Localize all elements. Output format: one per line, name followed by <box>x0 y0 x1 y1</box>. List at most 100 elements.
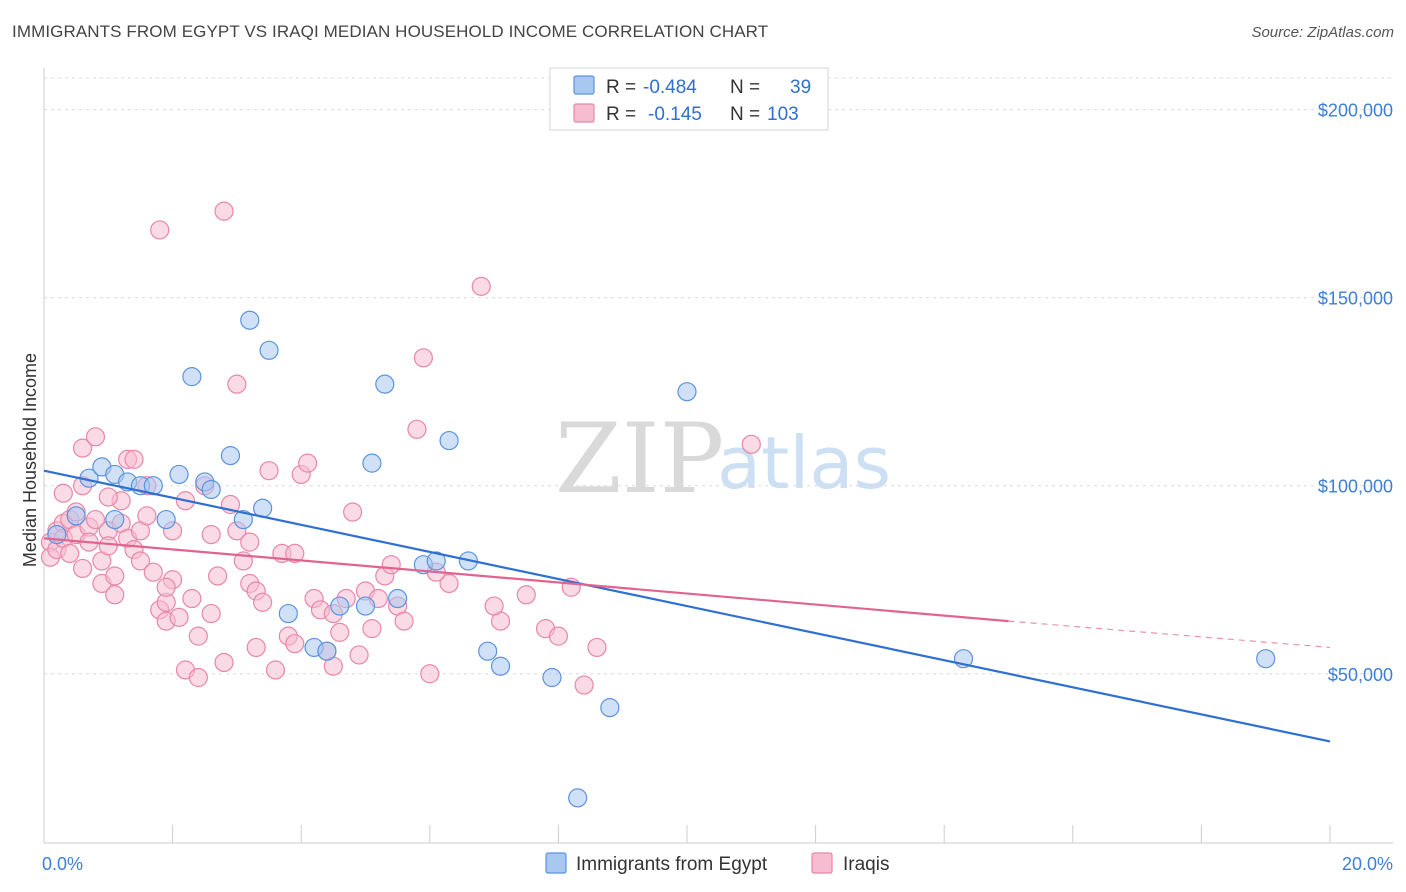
iraqi-point <box>227 374 247 394</box>
iraqi-point <box>143 562 163 582</box>
y-tick-label: $50,000 <box>1328 665 1393 685</box>
egypt-point <box>568 788 588 808</box>
egypt-point <box>278 603 298 624</box>
iraqi-point <box>201 524 221 545</box>
iraqi-point <box>259 461 279 481</box>
legend-n-value-iraqi: 103 <box>767 104 799 125</box>
egypt-point <box>388 588 408 609</box>
iraqi-point <box>98 536 118 556</box>
iraqi-point <box>420 664 440 684</box>
iraqi-point <box>548 626 569 646</box>
iraqi-point <box>137 506 157 526</box>
iraqi-point <box>105 585 125 605</box>
y-tick-label: $200,000 <box>1318 101 1393 121</box>
egypt-point <box>362 453 382 473</box>
watermark-atlas: atlas <box>717 421 891 505</box>
egypt-point <box>490 656 511 676</box>
trend-lines <box>43 469 1331 743</box>
iraqi-point <box>574 675 594 695</box>
watermark: ZIP atlas <box>555 403 891 515</box>
egypt-point <box>426 551 446 571</box>
iraqi-point <box>85 427 106 447</box>
legend-r-value-egypt: -0.484 <box>643 77 697 98</box>
iraqi-point <box>188 626 208 646</box>
legend-swatch-iraqi <box>573 103 595 123</box>
iraqi-point <box>330 622 350 642</box>
iraqi-point <box>362 619 382 639</box>
iraqi-point <box>188 667 208 688</box>
egypt-point <box>105 509 125 530</box>
egypt-point <box>677 382 697 402</box>
iraqi-point <box>587 637 607 658</box>
egypt-point <box>600 698 620 718</box>
x-tick-label-max: 20.0% <box>1342 854 1393 874</box>
iraqi-point <box>240 532 260 552</box>
iraqi-point <box>471 276 491 296</box>
egypt-trend-line <box>43 469 1331 743</box>
bottom-legend-swatch-egypt <box>545 852 567 874</box>
egypt-point <box>156 509 176 530</box>
iraqi-point <box>124 449 144 469</box>
egypt-point <box>317 641 337 661</box>
legend-swatch-egypt <box>573 75 595 95</box>
iraqi-point <box>413 348 433 368</box>
y-tick-label: $150,000 <box>1318 289 1393 309</box>
iraqi-point <box>439 573 459 594</box>
bottom-legend: Immigrants from Egypt Iraqis <box>545 852 889 875</box>
bottom-legend-label-egypt: Immigrants from Egypt <box>576 854 768 875</box>
egypt-point <box>201 479 221 500</box>
egypt-point <box>182 367 202 387</box>
legend-r-value-iraqi: -0.145 <box>648 104 702 125</box>
iraqi-point <box>208 566 228 586</box>
egypt-point <box>1256 649 1276 669</box>
y-tick-label: $100,000 <box>1318 477 1393 497</box>
legend-n-value-egypt: 39 <box>790 77 811 98</box>
egypt-point <box>478 641 498 661</box>
legend-n-label-egypt: N = <box>730 77 760 98</box>
iraqi-point <box>150 220 170 240</box>
iraqi-point <box>214 201 234 221</box>
legend-n-label-iraqi: N = <box>730 104 760 125</box>
egypt-point <box>240 310 260 330</box>
egypt-point <box>169 464 189 485</box>
iraqi-trend-line-extension <box>1008 620 1331 649</box>
chart-title: IMMIGRANTS FROM EGYPT VS IRAQI MEDIAN HO… <box>12 22 769 41</box>
iraqi-point <box>105 566 125 586</box>
iraqi-point <box>265 660 286 680</box>
egypt-point <box>233 509 253 530</box>
egypt-point <box>439 430 459 451</box>
watermark-zip: ZIP <box>555 403 724 515</box>
iraqi-point <box>214 652 234 673</box>
iraqi-point <box>246 637 266 658</box>
legend-r-label-egypt: R = <box>606 77 636 98</box>
iraqi-point <box>285 634 305 654</box>
iraqi-point <box>285 543 305 564</box>
bottom-legend-label-iraqi: Iraqis <box>843 854 889 875</box>
axes <box>43 68 1393 844</box>
iraqi-point <box>130 551 151 571</box>
source-label: Source: ZipAtlas.com <box>1251 24 1394 41</box>
iraqi-point <box>343 502 363 522</box>
egypt-point <box>259 340 279 360</box>
iraqi-point <box>349 645 369 665</box>
x-tick-labels: 0.0% 20.0% <box>42 854 1393 874</box>
iraqi-point <box>169 607 189 627</box>
iraqi-point <box>381 555 401 575</box>
legend: R = -0.484 N = 39 R = -0.145 N = 103 <box>549 67 829 131</box>
iraqi-point <box>182 588 202 609</box>
legend-box <box>549 67 829 131</box>
iraqi-point <box>85 509 106 530</box>
x-tick-label-min: 0.0% <box>42 854 83 874</box>
iraqi-point <box>60 543 80 564</box>
iraqi-point <box>156 577 176 597</box>
iraqi-point <box>201 603 221 624</box>
iraqi-point <box>53 483 73 503</box>
iraqi-point <box>298 453 318 473</box>
egypt-point <box>66 506 86 526</box>
iraqi-point <box>253 592 273 612</box>
iraqi-point <box>72 438 93 458</box>
iraqi-point <box>72 558 93 579</box>
y-tick-labels: $50,000 $100,000 $150,000 $200,000 <box>1318 101 1393 685</box>
egypt-point <box>330 596 350 616</box>
